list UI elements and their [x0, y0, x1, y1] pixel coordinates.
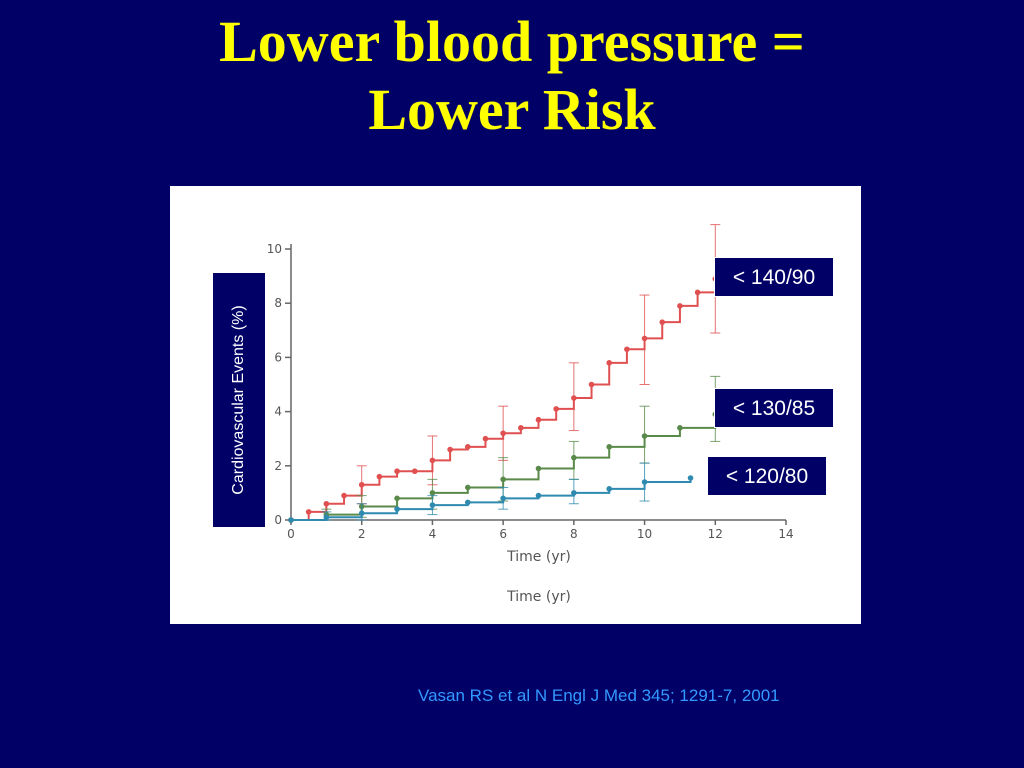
data-point	[429, 457, 436, 464]
data-point	[305, 509, 312, 515]
data-point	[358, 510, 365, 517]
data-point	[535, 465, 542, 472]
data-point	[535, 492, 542, 499]
x-tick-label: 4	[429, 527, 437, 541]
data-point	[518, 425, 524, 431]
data-point	[394, 495, 400, 502]
y-tick-label: 2	[274, 459, 282, 473]
data-point	[288, 517, 294, 523]
data-point	[447, 446, 453, 453]
x-tick-label: 2	[358, 527, 366, 541]
legend-label-120-80: < 120/80	[707, 456, 827, 496]
data-point	[659, 319, 666, 325]
data-point	[535, 416, 542, 423]
data-point	[606, 444, 613, 450]
x-tick-label: 10	[637, 527, 652, 541]
data-point	[677, 425, 683, 431]
data-point	[500, 430, 506, 437]
data-point	[571, 395, 577, 401]
data-point	[624, 346, 630, 353]
data-point	[641, 433, 648, 439]
y-axis-label: Cardiovascular Events (%)	[230, 305, 247, 495]
y-axis-label-box: Cardiovascular Events (%)	[213, 273, 265, 527]
legend-label-140-90: < 140/90	[714, 257, 834, 297]
slide-title-line-1: Lower blood pressure =	[219, 9, 805, 74]
data-point	[553, 406, 559, 412]
y-tick-label: 6	[274, 350, 282, 364]
data-point	[571, 454, 577, 461]
data-point	[500, 495, 506, 502]
data-point	[429, 490, 436, 496]
data-point	[341, 492, 347, 499]
data-point	[411, 468, 418, 475]
data-point	[677, 303, 683, 309]
x-tick-label: 12	[708, 527, 723, 541]
data-point	[606, 486, 613, 492]
data-point	[588, 381, 595, 388]
data-point	[482, 435, 489, 442]
data-point	[429, 502, 436, 508]
data-point	[358, 481, 365, 488]
x-tick-label: 14	[778, 527, 793, 541]
data-point	[694, 289, 701, 296]
slide-title: Lower blood pressure = Lower Risk	[0, 8, 1024, 144]
data-point	[606, 360, 613, 366]
data-point	[641, 479, 648, 485]
data-point	[323, 514, 330, 521]
data-point	[376, 473, 383, 480]
slide-title-line-2: Lower Risk	[368, 77, 656, 142]
data-point	[571, 490, 577, 496]
data-point	[464, 484, 471, 491]
y-tick-label: 10	[267, 242, 282, 256]
data-point	[394, 506, 400, 512]
x-tick-label: 8	[570, 527, 578, 541]
y-tick-label: 8	[274, 296, 282, 310]
data-point	[464, 499, 471, 506]
y-tick-label: 0	[274, 513, 282, 527]
legend-label-130-85: < 130/85	[714, 388, 834, 428]
x-axis-title-secondary: Time (yr)	[506, 589, 571, 605]
x-tick-label: 0	[287, 527, 295, 541]
x-axis-title: Time (yr)	[506, 549, 571, 565]
citation: Vasan RS et al N Engl J Med 345; 1291-7,…	[418, 686, 780, 705]
data-point	[500, 476, 506, 483]
data-point	[641, 335, 648, 342]
y-tick-label: 4	[274, 405, 282, 419]
data-point	[464, 444, 471, 450]
data-point	[323, 500, 330, 507]
data-point	[687, 475, 694, 481]
x-tick-label: 6	[499, 527, 507, 541]
line-chart: 0 2 4 6 8 10 0 2 4 6 8 10 12 14 Time (yr) Time (yr)	[267, 224, 794, 605]
data-point	[394, 468, 400, 475]
